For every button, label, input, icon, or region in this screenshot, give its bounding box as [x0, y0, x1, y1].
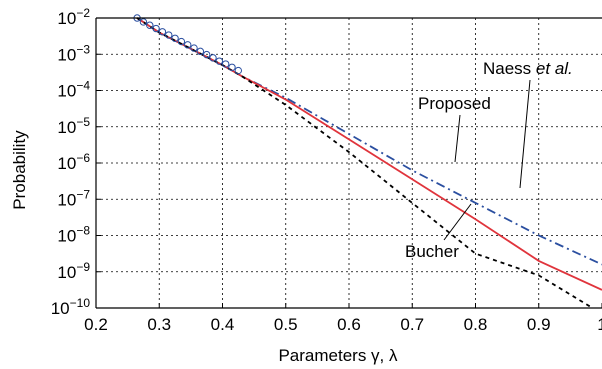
y-tick-label: 10−7: [57, 187, 90, 209]
naess-annotation: Naess et al.: [483, 59, 573, 78]
y-tick-label: 10−2: [57, 6, 90, 28]
y-tick-label: 10−6: [57, 151, 90, 173]
y-tick-label: 10−9: [57, 260, 90, 282]
x-tick-label: 0.4: [211, 315, 235, 334]
marker-point: [171, 34, 179, 42]
x-tick-label: 0.8: [464, 315, 488, 334]
x-tick-label: 0.6: [337, 315, 361, 334]
y-tick-label: 10−5: [57, 115, 90, 137]
y-tick-label: 10−4: [57, 79, 90, 101]
marker-point: [190, 44, 198, 52]
axes: 0.2 0.3 0.4 0.5 0.6 0.7 0.8 0.9 1 10−2 10−3 10−4 10−…: [51, 6, 602, 334]
x-tick-label: 1: [597, 315, 602, 334]
series-line-bucher: [136, 17, 593, 309]
x-tick-label: 0.9: [527, 315, 551, 334]
x-tick-label: 0.7: [400, 315, 424, 334]
marker-point: [202, 50, 211, 59]
y-axis-label: Probability: [10, 130, 29, 210]
marker-point: [234, 66, 243, 75]
x-tick-label: 0.5: [274, 315, 298, 334]
marker-point: [221, 60, 230, 68]
grid: [96, 18, 602, 308]
x-tick-label: 0.2: [84, 315, 108, 334]
x-axis-label: Parameters γ, λ: [278, 346, 398, 365]
bucher-annotation: Bucher: [405, 242, 459, 261]
annotations: Naess et al. Proposed Bucher: [405, 59, 573, 261]
marker-point: [139, 18, 148, 26]
marker-point: [184, 41, 192, 49]
marker-point: [165, 31, 173, 39]
marker-point: [152, 24, 160, 33]
series-layer: [133, 14, 602, 309]
y-tick-label: 10−10: [51, 296, 91, 318]
marker-point: [209, 54, 217, 62]
marker-point: [196, 47, 205, 56]
marker-point: [215, 57, 224, 65]
y-tick-label: 10−3: [57, 42, 90, 64]
x-tick-label: 0.3: [147, 315, 171, 334]
y-tick-label: 10−8: [57, 224, 90, 246]
marker-point: [228, 63, 236, 72]
marker-point: [177, 37, 186, 46]
marker-point: [146, 21, 154, 29]
proposed-annotation: Proposed: [418, 94, 491, 113]
proposed-leader-line: [454, 114, 461, 163]
series-line-naess-et-al: [136, 17, 602, 266]
naess-leader-line: [519, 79, 531, 189]
marker-point: [158, 28, 167, 36]
bucher-leader-line: [443, 203, 472, 241]
